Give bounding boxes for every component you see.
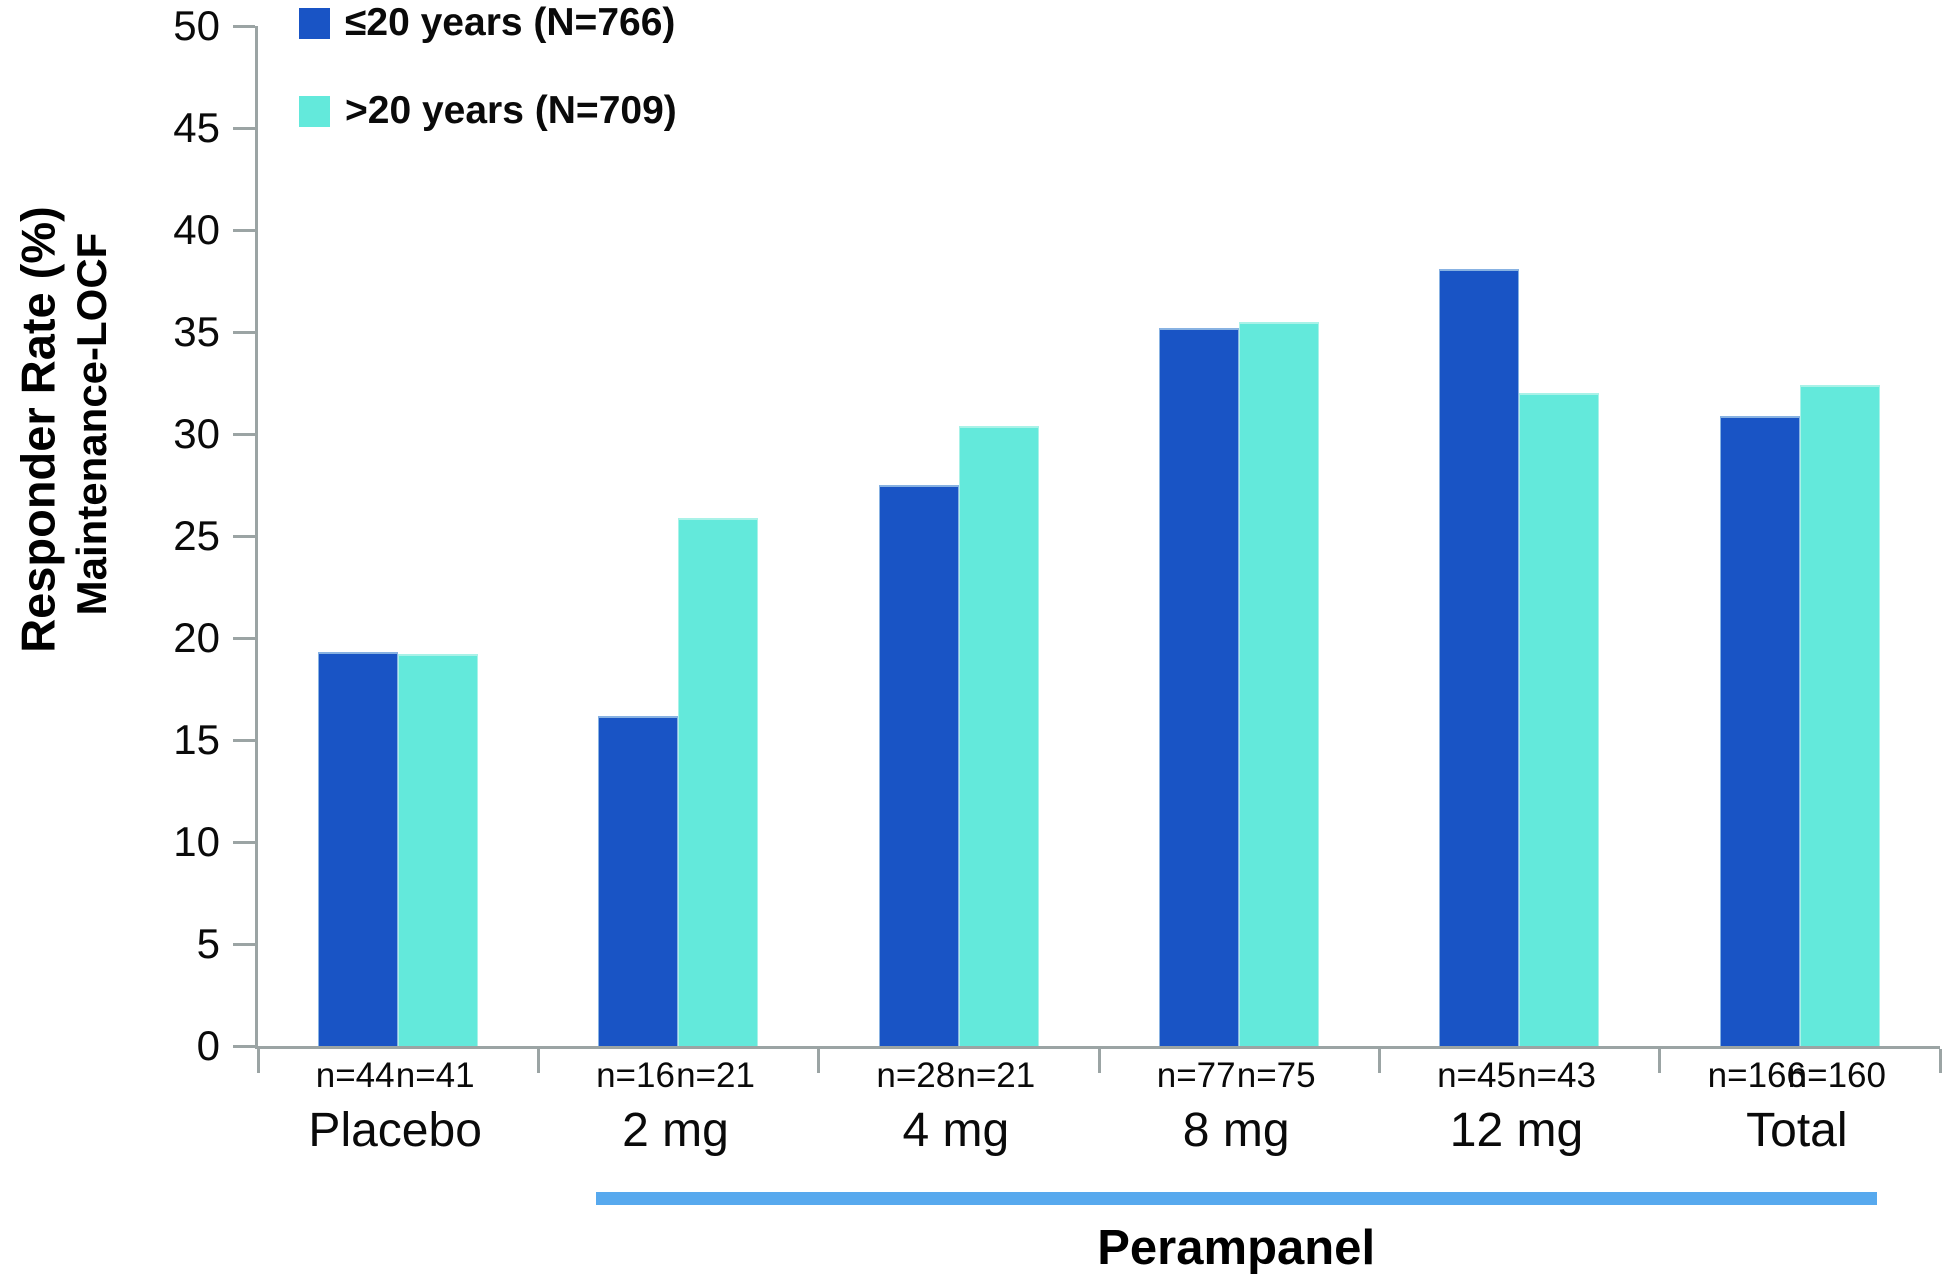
legend-item-gt20: >20 years (N=709) xyxy=(299,89,677,132)
bar-gt20-total xyxy=(1799,385,1880,1046)
y-tick-30 xyxy=(233,432,255,436)
y-tick-label-45: 45 xyxy=(173,104,220,151)
y-tick-label-50: 50 xyxy=(173,2,220,49)
x-category-label-4-mg: 4 mg xyxy=(902,1104,1010,1157)
y-tick-label-0: 0 xyxy=(196,1022,220,1069)
n-label-gt20-12-mg: n=43 xyxy=(1517,1056,1596,1095)
y-tick-35 xyxy=(233,330,255,334)
x-tick-5 xyxy=(1658,1049,1662,1073)
y-tick-label-20: 20 xyxy=(173,614,220,661)
bar-gt20-2-mg xyxy=(678,517,759,1046)
y-tick-15 xyxy=(233,738,255,742)
y-tick-10 xyxy=(233,840,255,844)
y-tick-25 xyxy=(233,534,255,538)
n-label-le20-4-mg: n=28 xyxy=(876,1056,956,1095)
bar-gt20-8-mg xyxy=(1239,321,1320,1046)
n-label-le20-8-mg: n=77 xyxy=(1156,1056,1236,1095)
y-tick-label-25: 25 xyxy=(173,512,220,559)
legend-swatch-gt20-years xyxy=(299,95,330,127)
x-tick-3 xyxy=(1097,1049,1101,1073)
bar-le20-12-mg xyxy=(1439,268,1520,1046)
legend-label-le20-years: ≤20 years (N=766) xyxy=(345,1,676,44)
n-label-le20-12-mg: n=45 xyxy=(1437,1056,1516,1095)
y-tick-label-10: 10 xyxy=(173,818,220,865)
y-tick-0 xyxy=(233,1044,255,1048)
bar-le20-total xyxy=(1719,415,1800,1046)
n-label-gt20-2-mg: n=21 xyxy=(676,1056,755,1095)
bar-le20-placebo xyxy=(318,652,399,1046)
bar-gt20-placebo xyxy=(398,654,479,1046)
n-label-gt20-4-mg: n=21 xyxy=(956,1056,1036,1095)
x-category-label-placebo: Placebo xyxy=(308,1104,482,1157)
bar-group-8-mg xyxy=(1099,26,1379,1046)
bar-group-placebo xyxy=(258,26,538,1046)
y-axis-subtitle: Maintenance-LOCF xyxy=(68,232,115,616)
y-tick-20 xyxy=(233,636,255,640)
plot-area: 0 5 10 15 20 25 30 35 40 45 50 xyxy=(173,2,1942,1073)
y-axis-title: Responder Rate (%) xyxy=(11,206,65,653)
y-tick-45 xyxy=(233,126,255,130)
x-tick-0 xyxy=(256,1049,260,1073)
x-tick-2 xyxy=(817,1049,821,1073)
y-tick-label-15: 15 xyxy=(173,716,220,763)
n-label-gt20-8-mg: n=75 xyxy=(1236,1056,1316,1095)
bar-group-total xyxy=(1660,26,1940,1046)
y-tick-50 xyxy=(233,24,255,28)
legend-label-gt20-years: >20 years (N=709) xyxy=(345,89,677,132)
perampanel-label: Perampanel xyxy=(1097,1221,1376,1275)
bar-group-12-mg xyxy=(1379,26,1659,1046)
x-category-label-12-mg: 12 mg xyxy=(1449,1104,1584,1157)
y-tick-40 xyxy=(233,228,255,232)
bar-group-2-mg xyxy=(538,26,818,1046)
bar-group-4-mg xyxy=(819,26,1099,1046)
x-category-label-total: Total xyxy=(1746,1104,1848,1157)
x-tick-6 xyxy=(1938,1049,1942,1073)
n-label-le20-placebo: n=44 xyxy=(315,1056,395,1095)
x-category-label-8-mg: 8 mg xyxy=(1182,1104,1290,1157)
y-tick-5 xyxy=(233,942,255,946)
bar-le20-2-mg xyxy=(598,715,679,1046)
x-tick-4 xyxy=(1377,1049,1381,1073)
n-label-gt20-placebo: n=41 xyxy=(395,1056,475,1095)
n-label-le20-total: n=166 xyxy=(1707,1056,1806,1095)
legend-item-le20: ≤20 years (N=766) xyxy=(299,1,675,44)
bar-gt20-4-mg xyxy=(958,425,1039,1046)
perampanel-underline xyxy=(595,1192,1877,1205)
x-tick-1 xyxy=(536,1049,540,1073)
y-tick-label-40: 40 xyxy=(173,206,220,253)
y-tick-label-30: 30 xyxy=(173,410,220,457)
y-tick-label-5: 5 xyxy=(196,920,220,967)
y-tick-label-35: 35 xyxy=(173,308,220,355)
n-label-gt20-total: n=160 xyxy=(1787,1056,1886,1095)
bar-le20-4-mg xyxy=(878,485,959,1046)
bar-gt20-12-mg xyxy=(1519,393,1600,1046)
legend-swatch-le20-years xyxy=(299,7,330,39)
x-category-label-2-mg: 2 mg xyxy=(622,1104,729,1157)
n-label-le20-2-mg: n=16 xyxy=(596,1056,675,1095)
bar-le20-8-mg xyxy=(1159,327,1240,1046)
